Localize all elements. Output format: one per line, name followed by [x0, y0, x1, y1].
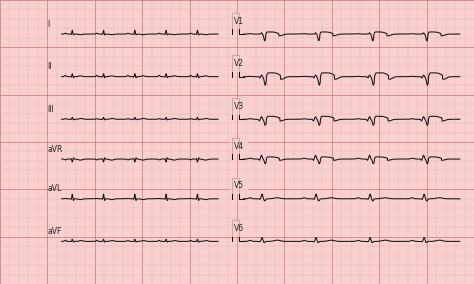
Text: V4: V4: [234, 141, 244, 151]
Text: I: I: [47, 20, 50, 29]
Text: V2: V2: [234, 59, 244, 68]
Text: V3: V3: [234, 102, 244, 111]
Text: V1: V1: [234, 16, 244, 26]
Text: II: II: [47, 62, 52, 71]
Text: aVF: aVF: [47, 227, 62, 236]
Text: aVR: aVR: [47, 145, 63, 154]
Text: aVL: aVL: [47, 184, 62, 193]
Text: V5: V5: [234, 181, 244, 190]
Text: III: III: [47, 105, 54, 114]
Text: V6: V6: [234, 224, 244, 233]
